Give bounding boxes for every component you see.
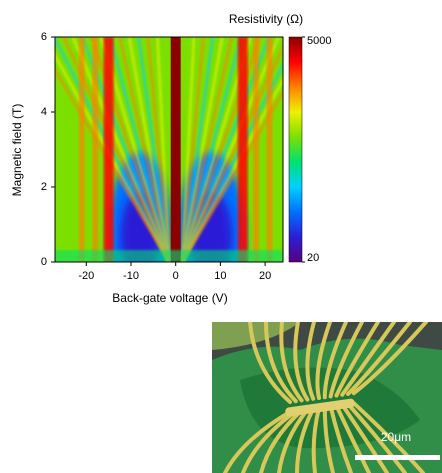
colorbar-label: Resistivity (Ω) [229,12,303,26]
colorbar [288,36,303,263]
lead [279,322,304,403]
lead [277,407,310,473]
lead [334,403,371,473]
lead [311,406,321,473]
x-tick-label: 20 [259,270,271,282]
lead [263,322,298,404]
heat-fan [181,37,243,262]
heat-fan [181,37,280,262]
lead [346,402,407,473]
heatmap-image [55,37,283,262]
lead [340,402,389,473]
heat-band [266,37,273,262]
heat-band [103,37,114,262]
lead [293,322,310,402]
lead [328,322,364,399]
heat-fan [181,37,233,262]
x-tick-label: -10 [123,270,139,282]
heat-fan [71,37,171,262]
lead [328,404,353,473]
heat-band [78,37,85,262]
colorbar-tick-label: 20 [307,252,319,264]
heat-fan [181,37,224,262]
lead [346,322,412,396]
heat-fan [181,90,283,262]
heat-low [55,250,283,262]
x-tick-label: -20 [78,270,94,282]
y-axis-label: Magnetic field (T) [10,104,24,197]
heat-fan [181,37,214,262]
heat-band [237,37,248,262]
y-tick-label: 0 [41,256,47,268]
heat-fan [156,37,171,262]
lead [241,409,298,473]
lead [305,322,316,401]
heat-band [92,37,99,262]
x-axis-label: Back-gate voltage (V) [112,291,227,305]
x-tick-label: 0 [173,270,179,282]
heat-fan [118,37,171,262]
lead [295,406,316,473]
lead [334,322,380,398]
heat-fan [181,37,205,262]
y-tick-label: 2 [41,181,47,193]
lead [340,322,396,397]
x-tick-label: 10 [214,270,226,282]
lead [315,322,332,400]
lead [248,322,292,404]
heat-fan [137,37,171,262]
y-tick-label: 6 [41,31,47,43]
heat-fan [181,37,196,262]
heat-fan [55,67,170,262]
heat-cnp [170,37,181,262]
heat-fan [109,37,171,262]
colorbar-tick-label: 5000 [307,35,331,47]
y-tick-label: 4 [41,106,47,118]
lead [351,322,428,396]
heat-fan [128,37,171,262]
lead [322,322,348,400]
heat-fan [146,37,171,262]
lead [322,405,335,473]
lead [351,401,425,473]
heat-band [253,37,260,262]
plot-frame [54,36,284,263]
scale-bar-label: 20μm [381,430,411,444]
lead [223,410,292,473]
lead [259,408,304,473]
device-photo: 20μm [212,322,442,473]
